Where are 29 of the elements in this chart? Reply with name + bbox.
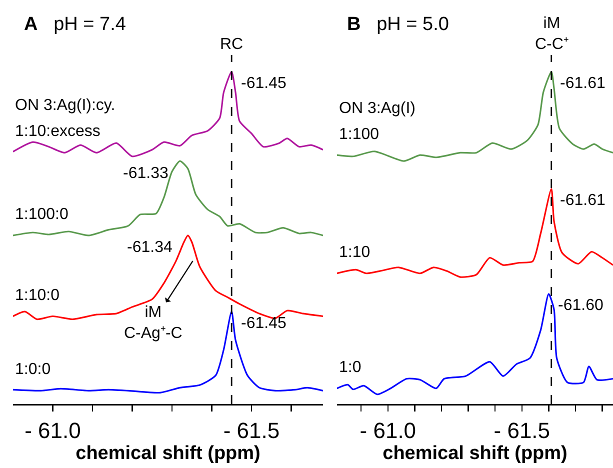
text: A (24, 14, 38, 35)
x-tick-label: - 61.0 (360, 418, 416, 443)
x-tick-label: - 61.5 (223, 418, 280, 443)
legend-title: ON 3:Ag(I) (339, 100, 416, 117)
series-label: 1:0 (339, 359, 362, 376)
x-tick-label: - 61.0 (24, 418, 81, 443)
annotation: -61.60 (558, 297, 604, 314)
x-axis-title: chemical shift (ppm) (382, 442, 568, 464)
text: B (347, 14, 361, 35)
annotation: -61.45 (241, 315, 286, 332)
series-label: 1:10:0 (15, 287, 60, 304)
annotation: iM C-Ag⁺-C (124, 304, 182, 342)
chart-title: pH = 7.4 (54, 14, 126, 35)
text: RC (220, 36, 244, 53)
text: iM C-C⁺ (535, 15, 568, 53)
x-axis-title: chemical shift (ppm) (76, 442, 260, 464)
series-label: 1:0:0 (15, 361, 51, 378)
series-label: 1:100 (339, 126, 380, 143)
annotation: -61.33 (123, 165, 168, 182)
annotation: -61.61 (560, 75, 606, 92)
annotation: -61.45 (241, 75, 286, 92)
legend-title: ON 3:Ag(I):cy. (15, 97, 116, 114)
x-tick-label: - 61.5 (494, 418, 550, 443)
annotation: -61.34 (127, 239, 172, 256)
annotation: -61.61 (560, 192, 606, 209)
series-label: 1:10:excess (15, 123, 100, 140)
series-label: 1:100:0 (15, 206, 68, 223)
chart-title: pH = 5.0 (376, 14, 449, 35)
series-label: 1:10 (339, 244, 370, 261)
